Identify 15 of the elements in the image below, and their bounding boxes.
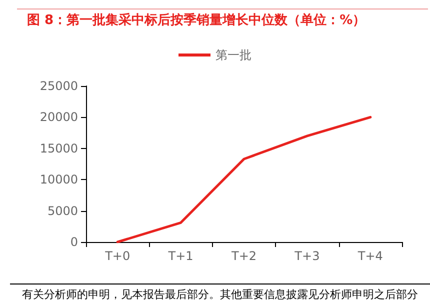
y-tick-label: 0 xyxy=(70,235,78,249)
y-tick-label: 25000 xyxy=(40,79,78,93)
y-tick-label: 10000 xyxy=(40,172,78,187)
chart-title: 图 8：第一批集采中标后按季销量增长中位数（单位：%） xyxy=(27,12,366,28)
x-tick-label: T+1 xyxy=(167,249,194,263)
text: 有关分析师的申明，见本报告最后部分。其他重要信息披露见分析师申明之后部分 xyxy=(22,288,418,301)
line-series xyxy=(116,116,372,244)
x-tick-label: T+4 xyxy=(356,249,383,263)
x-tick-label: T+2 xyxy=(230,249,257,263)
x-tick-label: T+0 xyxy=(104,249,130,263)
y-tick-label: 20000 xyxy=(40,110,78,124)
legend-label: 第一批 xyxy=(216,48,252,62)
x-tick-label: T+3 xyxy=(294,249,320,263)
y-tick-label: 5000 xyxy=(47,204,78,218)
y-tick-label: 15000 xyxy=(40,141,78,156)
